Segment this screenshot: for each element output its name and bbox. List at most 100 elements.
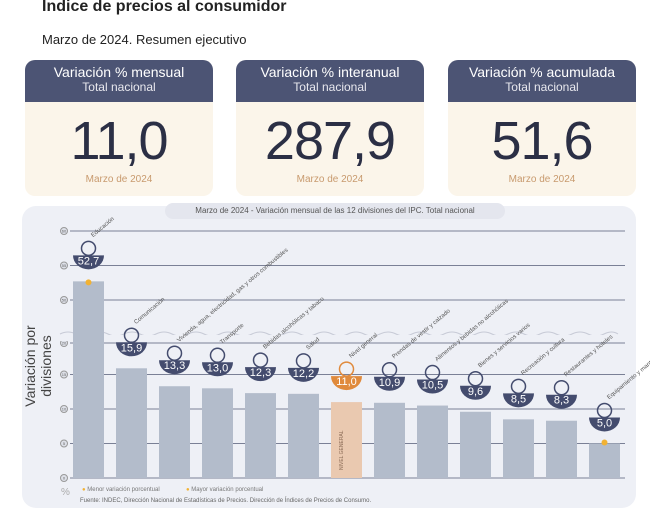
page-subtitle: Marzo de 2024. Resumen ejecutivo (42, 32, 247, 47)
value-label: 12,2 (293, 368, 314, 380)
card-title: Variación % acumulada (468, 64, 616, 80)
y-tick-55 (60, 261, 68, 270)
value-label: 12,3 (250, 367, 271, 379)
category-icon (80, 240, 97, 257)
y-tick-50 (60, 296, 68, 304)
bar (288, 393, 319, 478)
value-label: 10,5 (422, 380, 443, 392)
value-label: 8,3 (554, 395, 569, 407)
max-dot (85, 279, 92, 286)
bar (374, 402, 405, 478)
y-tick-label: 5 (63, 441, 66, 446)
category-label: Transporte (219, 322, 245, 346)
category-icon (166, 345, 183, 361)
value-badge (503, 393, 534, 408)
category-icon (467, 371, 484, 387)
bar (417, 405, 448, 478)
value-label: 11,0 (336, 376, 357, 388)
category-icon (596, 402, 613, 419)
card-monthly: Variación % mensual Total nacional 11,0 M… (25, 60, 213, 196)
value-label: 9,6 (468, 386, 483, 398)
y-tick-label: 60 (62, 229, 67, 234)
category-icon (338, 361, 355, 377)
card-date: Marzo de 2024 (508, 174, 576, 185)
bar (331, 402, 362, 478)
value-label: 15,9 (121, 342, 142, 354)
category-icon (381, 362, 398, 378)
card-scope: Total nacional (82, 80, 156, 94)
value-label: 8,5 (511, 393, 526, 405)
source-note: Fuente: INDEC, Dirección Nacional de Est… (80, 498, 372, 504)
card-date: Marzo de 2024 (296, 174, 364, 185)
value-label: 13,0 (207, 362, 228, 374)
bar (589, 443, 620, 478)
card-value: 51,6 (491, 111, 593, 171)
card-date: Marzo de 2024 (85, 174, 153, 185)
value-badge (331, 376, 362, 391)
category-icon (553, 379, 570, 396)
bar (116, 368, 147, 478)
card-title: Variación % mensual (53, 64, 185, 80)
value-badge (245, 367, 276, 382)
y-tick-15 (60, 370, 68, 379)
category-icon (252, 352, 269, 368)
bar (546, 420, 577, 478)
axis-break-gap (60, 335, 625, 341)
value-badge (116, 342, 147, 357)
value-badge (460, 385, 491, 400)
y-tick-label: 50 (62, 298, 67, 303)
value-label: 13,3 (164, 360, 185, 372)
legend-max: ● Mayor variación porcentual (186, 487, 264, 493)
y-tick-label: 15 (62, 372, 67, 377)
category-icon (295, 353, 312, 369)
value-badge (546, 394, 577, 409)
value-badge (374, 376, 405, 391)
bar (159, 386, 190, 478)
y-tick-label: 10 (62, 407, 67, 412)
value-badge (288, 367, 319, 382)
bar (503, 419, 534, 478)
category-icon (510, 378, 527, 395)
value-badge (159, 360, 190, 375)
bar (202, 388, 233, 478)
page-title: Índice de precios al consumidor (42, 0, 287, 15)
category-icon (209, 347, 226, 364)
y-tick-label: 20 (62, 341, 67, 346)
value-badge (73, 255, 104, 270)
bar (73, 281, 104, 478)
card-title: Variación % interanual (260, 64, 400, 80)
category-icon (424, 364, 441, 381)
value-badge (202, 362, 233, 377)
category-label: Educación (90, 216, 115, 239)
card-value: 11,0 (70, 111, 168, 171)
value-badge (417, 379, 448, 394)
min-dot (601, 439, 608, 446)
legend-min-label: Menor variación porcentual (87, 487, 160, 493)
y-tick-60 (60, 227, 68, 235)
y-unit: % (61, 487, 70, 498)
y-tick-0 (60, 474, 68, 482)
y-tick-10 (60, 405, 68, 413)
category-label: Comunicación (133, 297, 166, 326)
card-scope: Total nacional (293, 80, 367, 94)
category-label: Bienes y servicios varios (477, 322, 531, 369)
value-badge (589, 417, 620, 432)
card-accumulated: Variación % acumulada Total nacional 51,6… (448, 60, 636, 196)
chart-title: Marzo de 2024 - Variación mensual de las… (165, 203, 505, 219)
value-label: 52,7 (78, 255, 99, 267)
bar (460, 411, 491, 478)
value-label: 10,9 (379, 377, 400, 389)
card-yearly: Variación % interanual Total nacional 287… (236, 60, 424, 196)
card-scope: Total nacional (505, 80, 579, 94)
legend-min: ● Menor variación porcentual (82, 487, 160, 493)
y-tick-label: 0 (63, 476, 66, 481)
legend-max-label: Mayor variación porcentual (191, 487, 264, 493)
y-tick-label: 55 (62, 263, 67, 268)
bar (245, 393, 276, 478)
category-icon (123, 327, 140, 344)
y-tick-5 (60, 439, 68, 448)
bar-inner-label: NIVEL GENERAL (339, 430, 345, 470)
value-label: 5,0 (597, 418, 612, 430)
card-value: 287,9 (264, 111, 396, 171)
